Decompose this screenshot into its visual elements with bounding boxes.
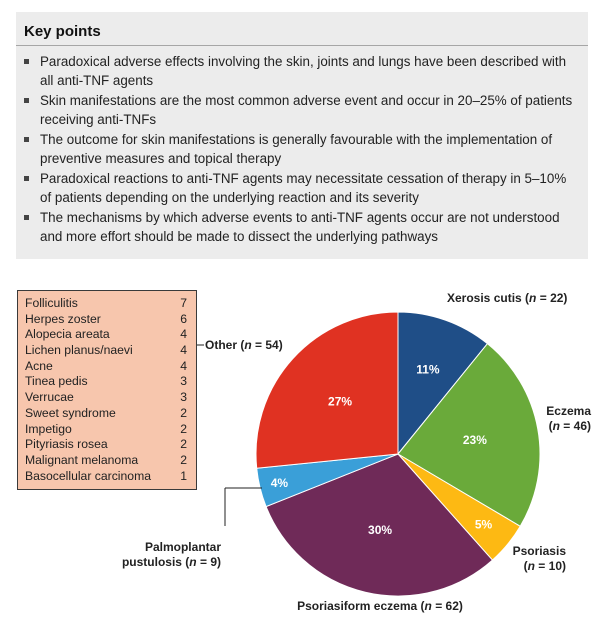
key-point-text: Skin manifestations are the most common … <box>40 93 573 127</box>
pie-slice-xerosis-cutis <box>397 311 489 456</box>
row-name: Tinea pedis <box>25 374 88 389</box>
row-name: Verrucae <box>25 390 74 405</box>
row-count: 1 <box>180 468 187 483</box>
table-row: Tinea pedis 3 <box>18 374 196 390</box>
slice-percent-label: 30% <box>368 523 392 537</box>
row-count: 2 <box>180 421 187 436</box>
table-row: Herpes zoster 6 <box>18 312 196 328</box>
table-row: Lichen planus/naevi 4 <box>18 343 196 359</box>
key-point-item: Paradoxical adverse effects involving th… <box>24 52 578 90</box>
row-count: 7 <box>180 296 187 310</box>
table-row: Sweet syndrome 2 <box>18 406 196 422</box>
row-name: Malignant melanoma <box>25 452 139 467</box>
bullet-icon <box>24 215 29 220</box>
row-name: Pityriasis rosea <box>25 437 108 452</box>
key-point-item: Skin manifestations are the most common … <box>24 91 578 129</box>
row-name: Impetigo <box>25 421 72 436</box>
table-row: Verrucae 3 <box>18 390 196 406</box>
bullet-icon <box>24 176 29 181</box>
row-name: Sweet syndrome <box>25 405 116 420</box>
other-breakdown-table: Folliculitis 7 Herpes zoster 6 Alopecia area… <box>17 290 197 490</box>
row-count: 2 <box>180 437 187 452</box>
key-point-text: Paradoxical adverse effects involving th… <box>40 54 567 88</box>
row-count: 4 <box>180 358 187 373</box>
row-name: Basocellular carcinoma <box>25 468 151 483</box>
pie-chart: 11% 23% 5% 30% 4% 27% Xerosis cutis (n = 22) Ec… <box>122 291 591 613</box>
key-points-list: Paradoxical adverse effects involving th… <box>16 52 588 246</box>
row-count: 3 <box>180 374 187 389</box>
row-count: 6 <box>180 311 187 326</box>
key-point-text: The mechanisms by which adverse events t… <box>40 210 560 244</box>
table-row: Malignant melanoma 2 <box>18 453 196 469</box>
key-point-text: Paradoxical reactions to anti-TNF agents… <box>40 171 567 205</box>
row-count: 4 <box>180 327 187 342</box>
category-label-palmoplantar-pustulosis: Palmoplantar pustulosis (n = 9) <box>122 540 221 569</box>
pie-slice-other <box>255 311 399 469</box>
key-points-heading: Key points <box>16 12 588 46</box>
table-row: Impetigo 2 <box>18 422 196 438</box>
row-name: Alopecia areata <box>25 327 110 342</box>
pie-chart-figure: 11% 23% 5% 30% 4% 27% Xerosis cutis (n = 22) Ec… <box>0 276 600 620</box>
row-count: 3 <box>180 390 187 405</box>
row-count: 4 <box>180 343 187 358</box>
slice-percent-label: 4% <box>271 476 289 490</box>
bullet-icon <box>24 137 29 142</box>
table-row: Folliculitis 7 <box>18 296 196 312</box>
bullet-icon <box>24 59 29 64</box>
table-row: Pityriasis rosea 2 <box>18 437 196 453</box>
key-point-item: The mechanisms by which adverse events t… <box>24 208 578 246</box>
category-label-xerosis-cutis: Xerosis cutis (n = 22) <box>447 291 567 305</box>
table-row: Basocellular carcinoma 1 <box>18 469 196 485</box>
slice-percent-label: 23% <box>463 433 487 447</box>
row-name: Folliculitis <box>25 296 78 310</box>
slice-percent-label: 27% <box>328 395 352 409</box>
row-name: Lichen planus/naevi <box>25 343 133 358</box>
category-label-eczema: Eczema (n = 46) <box>546 404 591 433</box>
category-label-psoriasiform-eczema: Psoriasiform eczema (n = 62) <box>297 599 463 613</box>
table-row: Alopecia areata 4 <box>18 327 196 343</box>
key-point-text: The outcome for skin manifestations is g… <box>40 132 553 166</box>
category-label-other: Other (n = 54) <box>205 338 283 352</box>
pie-slice-psoriasiform-eczema <box>265 453 494 597</box>
row-count: 2 <box>180 405 187 420</box>
key-point-item: The outcome for skin manifestations is g… <box>24 130 578 168</box>
category-label-psoriasis: Psoriasis (n = 10) <box>513 544 567 573</box>
bullet-icon <box>24 98 29 103</box>
row-name: Herpes zoster <box>25 311 101 326</box>
row-count: 2 <box>180 452 187 467</box>
key-point-item: Paradoxical reactions to anti-TNF agents… <box>24 169 578 207</box>
slice-percent-label: 11% <box>416 363 440 377</box>
row-name: Acne <box>25 358 53 373</box>
pie-slice-eczema <box>397 342 541 527</box>
key-points-box: Key points Paradoxical adverse effects i… <box>16 12 588 259</box>
table-row: Acne 4 <box>18 359 196 375</box>
slice-percent-label: 5% <box>475 517 493 531</box>
